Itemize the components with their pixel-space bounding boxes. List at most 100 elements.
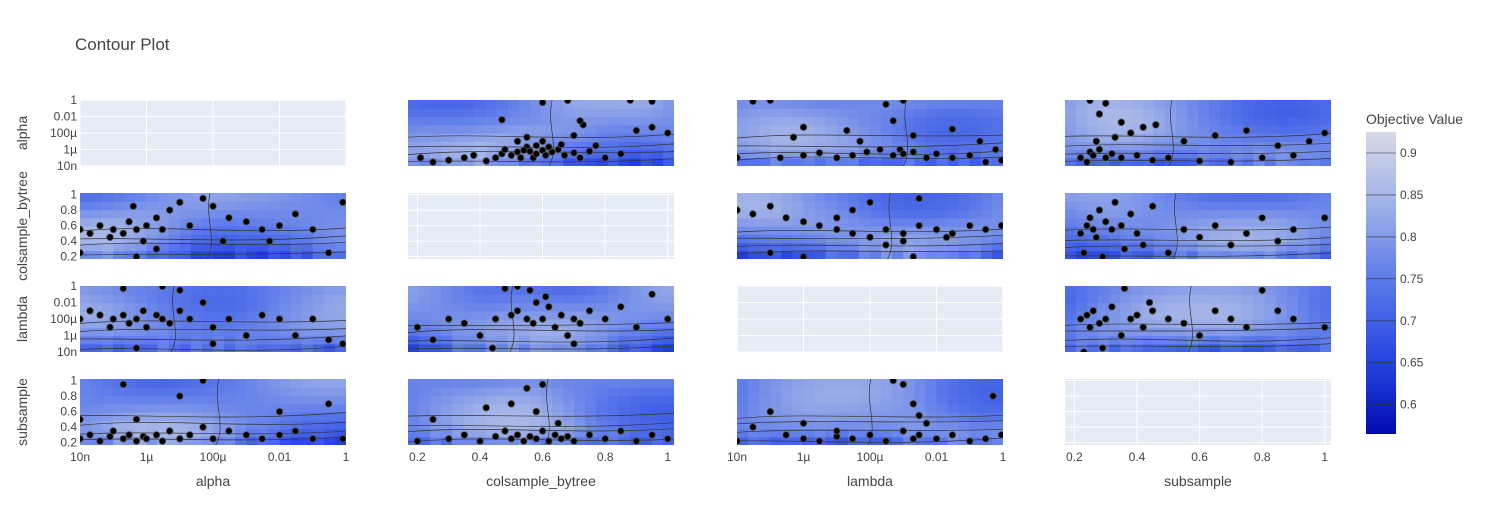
contour-cell (585, 116, 598, 126)
contour-cell (290, 420, 303, 430)
contour-cell (552, 124, 564, 134)
trial-point (132, 315, 141, 323)
contour-cell (870, 420, 882, 430)
contour-cell (1264, 226, 1277, 235)
contour-cell (1198, 193, 1210, 202)
contour-cell (836, 157, 849, 166)
x-tick-label: 100µ (200, 450, 227, 464)
contour-cell (1109, 310, 1122, 320)
contour-cell (1065, 302, 1077, 312)
contour-cell (1231, 302, 1243, 312)
trial-point (413, 437, 422, 445)
contour-cell (914, 157, 927, 166)
contour-cell (91, 412, 103, 421)
contour-cell (279, 395, 292, 405)
contour-cell (640, 133, 653, 142)
contour-cell (224, 436, 236, 445)
contour-cell (1175, 201, 1188, 211)
contour-cell (135, 302, 148, 312)
contour-cell (629, 403, 642, 413)
contour-cell (925, 379, 938, 388)
contour-cell (1076, 193, 1088, 202)
contour-cell (91, 395, 103, 405)
contour-cell (135, 294, 148, 304)
contour-cell (925, 157, 938, 166)
contour-cell (814, 403, 827, 413)
contour-cell (814, 379, 827, 388)
trial-point (882, 225, 890, 234)
contour-cell (759, 226, 771, 235)
contour-cell (1186, 193, 1199, 202)
contour-cell (748, 387, 760, 397)
contour-cell (496, 133, 509, 142)
trial-point (476, 437, 484, 445)
contour-cell (651, 379, 664, 388)
contour-cell (1186, 319, 1199, 328)
contour-cell (1109, 242, 1122, 252)
contour-cell (507, 403, 520, 413)
contour-cell (737, 403, 749, 413)
contour-cell (870, 436, 882, 445)
contour-cell (441, 387, 453, 397)
contour-cell (991, 412, 1003, 421)
trial-point (570, 131, 578, 140)
contour-cell (408, 343, 420, 352)
contour-cell (980, 379, 993, 388)
contour-cell (452, 286, 465, 295)
contour-cell (463, 116, 476, 126)
contour-cell (213, 420, 225, 430)
contour-cell (1286, 294, 1299, 304)
contour-cell (1253, 335, 1266, 345)
contour-cell (257, 379, 270, 388)
contour-cell (1087, 209, 1099, 219)
contour-cell (268, 294, 281, 304)
contour-cell (881, 250, 893, 259)
contour-cell (485, 124, 498, 134)
contour-cell (463, 436, 476, 445)
contour-cell (301, 193, 314, 202)
trial-point (513, 307, 522, 315)
subplot-colsample_bytree-vs-lambda (737, 193, 1003, 259)
contour-cell (936, 133, 949, 142)
contour-cell (1319, 141, 1331, 151)
trial-point (507, 435, 515, 443)
trial-point (532, 435, 540, 443)
x-axis-title-colsample_bytree: colsample_bytree (486, 473, 596, 489)
contour-cell (224, 319, 236, 328)
trial-point (563, 432, 572, 441)
trial-point (997, 431, 1003, 439)
contour-cell (1186, 302, 1199, 312)
contour-cell (936, 193, 949, 202)
contour-cell (474, 420, 487, 430)
contour-cell (323, 387, 336, 397)
contour-cell (925, 209, 938, 219)
contour-cell (290, 286, 303, 295)
contour-cell (969, 395, 982, 405)
contour-cell (1319, 335, 1331, 345)
contour-cell (969, 141, 982, 151)
trial-point (186, 221, 194, 230)
contour-cell (201, 193, 214, 202)
contour-cell (803, 157, 816, 166)
trial-point (132, 344, 141, 352)
contour-cell (574, 310, 586, 320)
contour-cell (279, 242, 292, 252)
trial-point (632, 437, 641, 445)
contour-cell (858, 157, 871, 166)
trial-point (523, 384, 531, 392)
contour-cell (1087, 100, 1099, 109)
contour-cell (113, 294, 125, 304)
contour-cell (290, 387, 303, 397)
trial-point (142, 435, 151, 443)
contour-cell (980, 412, 993, 421)
contour-cell (124, 242, 137, 252)
contour-cell (574, 387, 586, 397)
contour-cell (1109, 116, 1122, 126)
trial-point (789, 133, 798, 141)
contour-cell (157, 294, 170, 304)
contour-cell (825, 201, 838, 211)
contour-cell (224, 343, 236, 352)
contour-cell (825, 149, 838, 159)
contour-cell (290, 250, 303, 259)
contour-cell (1153, 234, 1166, 244)
